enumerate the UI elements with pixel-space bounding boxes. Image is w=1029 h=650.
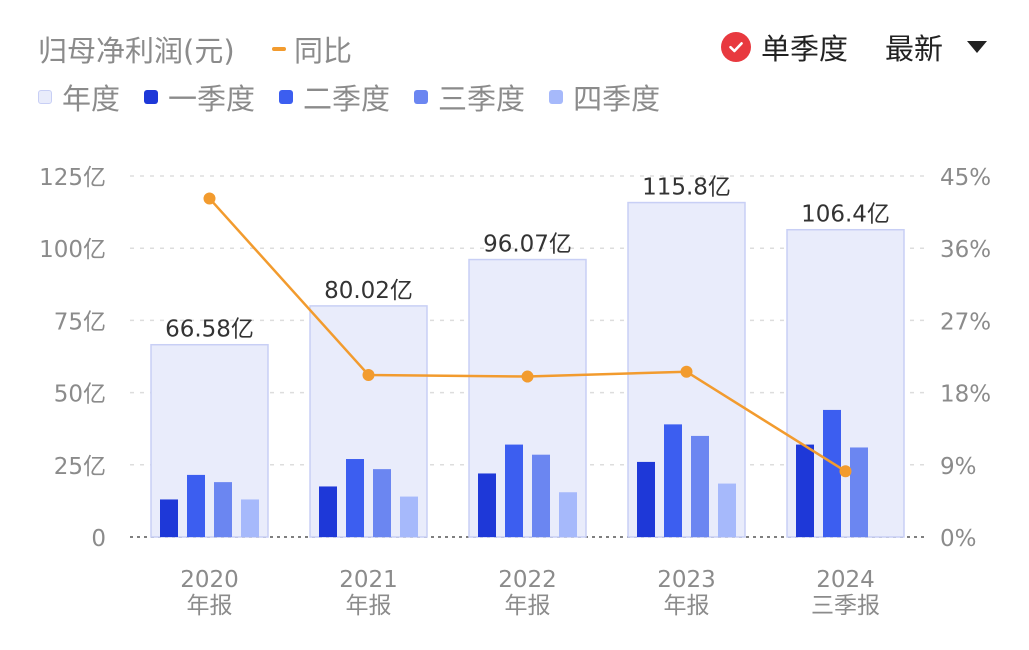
net-profit-chart: 0 0% 25亿 9% 50亿 18% 75亿 27% 100亿 36% 125亿 45% 66.58亿… [39,165,991,619]
y-right-tick-label: 9% [940,454,977,480]
quarter-bar-q4 [718,483,736,537]
yoy-legend-label: 同比 [294,34,353,68]
y-right-tick-label: 45% [940,165,991,191]
x-tick-label-year: 2024 [816,567,875,593]
yoy-point [362,368,375,381]
x-tick-label-period: 年报 [346,593,392,619]
y-right-tick-label: 36% [940,237,991,263]
y-left-tick-label: 0 [91,526,106,552]
yoy-point [839,465,852,478]
quarter-bar-q1 [637,461,655,537]
quarter-bar-q4 [559,492,577,537]
check-icon [721,32,751,62]
annual-value-label: 106.4亿 [801,202,890,228]
legend-swatch-q1 [144,90,159,104]
annual-value-label: 80.02亿 [324,278,413,304]
legend-swatch-q4 [549,90,564,104]
yoy-point [521,370,534,383]
quarter-bar-q3 [373,469,391,537]
quarter-bar-q1 [319,486,337,537]
legend-swatch-q3 [414,90,429,104]
legend-label-q2: 二季度 [303,82,391,116]
quarter-bar-q2 [823,409,841,537]
yoy-legend-swatch [272,47,286,51]
legend-label-q4: 四季度 [573,82,661,116]
y-right-tick-label: 0% [940,526,977,552]
legend-swatch-q2 [279,90,294,104]
single-quarter-label: 单季度 [761,32,849,66]
legend-label-q3: 三季度 [438,82,526,116]
x-tick-label-period: 年报 [664,593,710,619]
legend-row: 年度 一季度 二季度 三季度 四季度 [0,72,1029,116]
y-left-tick-label: 75亿 [54,309,106,335]
yoy-legend-item: 同比 [272,28,352,70]
quarter-bar-q3 [532,454,550,537]
annual-value-label: 66.58亿 [165,317,254,343]
quarter-bar-q2 [346,459,364,537]
legend-item-q4[interactable]: 四季度 [549,76,660,118]
chart-header: 归母净利润(元) 同比 单季度 最新 [0,24,1029,68]
legend-swatch-annual [38,90,52,104]
x-tick-label-year: 2021 [339,567,398,593]
y-left-tick-label: 50亿 [54,382,106,408]
quarter-bar-q2 [505,444,523,537]
quarter-bar-q1 [796,444,814,537]
legend-item-q2[interactable]: 二季度 [279,76,390,118]
quarter-bar-q1 [160,499,178,537]
period-dropdown[interactable]: 最新 [885,26,988,68]
quarter-bar-q1 [478,473,496,537]
annual-value-label: 96.07亿 [483,232,572,258]
legend-item-q1[interactable]: 一季度 [144,76,255,118]
yoy-point [680,365,693,378]
annual-value-label: 115.8亿 [642,175,731,201]
yoy-point [203,192,216,205]
y-right-tick-label: 18% [940,382,991,408]
metric-title: 归母净利润(元) [38,34,235,68]
quarter-bar-q3 [691,435,709,537]
quarter-bar-q3 [214,482,232,537]
period-dropdown-label: 最新 [885,32,944,66]
legend-label-annual: 年度 [62,82,121,116]
single-quarter-toggle[interactable]: 单季度 [721,26,848,68]
x-tick-label-period: 三季报 [811,593,880,619]
y-left-tick-label: 25亿 [54,454,106,480]
quarter-bar-q4 [241,499,259,537]
x-tick-label-year: 2022 [498,567,557,593]
legend-item-q3[interactable]: 三季度 [414,76,525,118]
y-left-tick-label: 125亿 [39,165,106,191]
x-tick-label-year: 2023 [657,567,716,593]
quarter-bar-q2 [664,424,682,537]
x-tick-label-year: 2020 [180,567,239,593]
legend: 年度 一季度 二季度 三季度 四季度 [38,76,684,118]
y-left-tick-label: 100亿 [39,237,106,263]
x-tick-label-period: 年报 [187,593,233,619]
y-right-tick-label: 27% [940,309,991,335]
legend-item-annual[interactable]: 年度 [38,76,120,118]
quarter-bar-q2 [187,474,205,537]
quarter-bar-q3 [850,447,868,537]
quarter-bar-q4 [400,496,418,537]
caret-down-icon [967,41,988,53]
x-tick-label-period: 年报 [505,593,551,619]
legend-label-q1: 一季度 [168,82,256,116]
